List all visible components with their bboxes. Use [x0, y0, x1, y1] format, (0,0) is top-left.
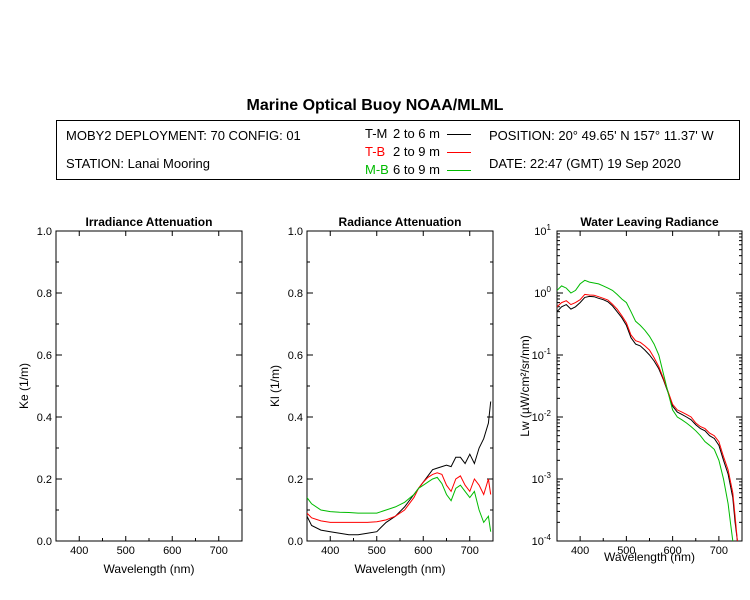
chart-title: Irradiance Attenuation	[86, 215, 213, 229]
legend-line-mb	[447, 170, 471, 171]
legend-name-mb: M-B	[365, 162, 389, 177]
y-tick-label: 0.4	[37, 412, 52, 424]
legend-name-tm: T-M	[365, 126, 388, 141]
y-tick-label: 0.8	[37, 288, 52, 300]
y-tick-label: 1.0	[37, 226, 52, 238]
legend-range-tm: 2 to 6 m	[393, 126, 440, 141]
series-line-red	[557, 293, 738, 541]
y-tick-label: 0.0	[37, 536, 52, 548]
x-axis-label: Wavelength (nm)	[355, 562, 446, 576]
y-tick-label: 0.8	[288, 288, 303, 300]
y-tick-label: 100	[534, 285, 551, 300]
legend-range-mb: 6 to 9 m	[393, 162, 440, 177]
deployment-text: MOBY2 DEPLOYMENT: 70 CONFIG: 01	[66, 128, 301, 143]
chart-2: Radiance Attenuation 400 500 600 700 0.0 0.2 0.…	[268, 215, 494, 576]
y-tick-label: 0.0	[288, 536, 303, 548]
x-axis-label: Wavelength (nm)	[604, 550, 695, 564]
series-line-m-b	[307, 476, 492, 532]
y-tick-label: 10-4	[532, 533, 552, 548]
page-title: Marine Optical Buoy NOAA/MLML	[246, 97, 504, 114]
x-tick-label: 700	[461, 545, 479, 557]
x-tick-label: 400	[321, 545, 339, 557]
x-tick-label: 400	[70, 545, 88, 557]
plot-frame	[556, 230, 743, 542]
legend-line-tm	[447, 134, 471, 135]
position-text: POSITION: 20° 49.65' N 157° 11.37' W	[489, 128, 714, 143]
series-line-green	[557, 279, 734, 541]
series-line-t-b	[307, 472, 492, 523]
y-axis-label: Lw (µW/cm²/sr/nm)	[518, 335, 532, 437]
chart-title: Radiance Attenuation	[339, 215, 462, 229]
chart-1: Irradiance Attenuation 400 500 600 700 0.0 0.2…	[17, 215, 243, 576]
y-tick-label: 0.4	[288, 412, 303, 424]
y-tick-label: 0.6	[37, 350, 52, 362]
y-tick-label: 0.2	[288, 474, 303, 486]
y-tick-label: 101	[534, 223, 551, 238]
x-tick-label: 400	[571, 545, 589, 557]
x-tick-label: 600	[663, 545, 681, 557]
y-tick-label: 10-1	[532, 347, 552, 362]
series-line-t-m	[307, 401, 492, 536]
x-tick-label: 600	[163, 545, 181, 557]
y-tick-label: 10-3	[532, 471, 552, 486]
x-tick-label: 700	[710, 545, 728, 557]
x-tick-label: 600	[414, 545, 432, 557]
legend-range-tb: 2 to 9 m	[393, 144, 440, 159]
y-tick-label: 1.0	[288, 226, 303, 238]
date-text: DATE: 22:47 (GMT) 19 Sep 2020	[489, 156, 681, 171]
x-tick-label: 500	[117, 545, 135, 557]
legend-name-tb: T-B	[365, 144, 386, 159]
station-text: STATION: Lanai Mooring	[66, 156, 211, 171]
x-axis-label: Wavelength (nm)	[104, 562, 195, 576]
legend-line-tb	[447, 152, 471, 153]
plot-frame	[306, 230, 494, 542]
x-tick-label: 500	[617, 545, 635, 557]
x-tick-label: 700	[210, 545, 228, 557]
series-line-black	[557, 295, 738, 541]
y-axis-label: Kl (1/m)	[268, 365, 282, 407]
x-tick-label: 500	[368, 545, 386, 557]
y-tick-label: 0.6	[288, 350, 303, 362]
y-tick-label: 10-2	[532, 409, 552, 424]
info-box: MOBY2 DEPLOYMENT: 70 CONFIG: 01 STATION:…	[56, 120, 740, 180]
plot-frame	[55, 230, 243, 542]
y-axis-label: Ke (1/m)	[17, 363, 31, 409]
y-tick-label: 0.2	[37, 474, 52, 486]
chart-3: Water Leaving Radiance 400 500 600 700 10-4 10…	[518, 215, 743, 564]
chart-title: Water Leaving Radiance	[580, 215, 719, 229]
